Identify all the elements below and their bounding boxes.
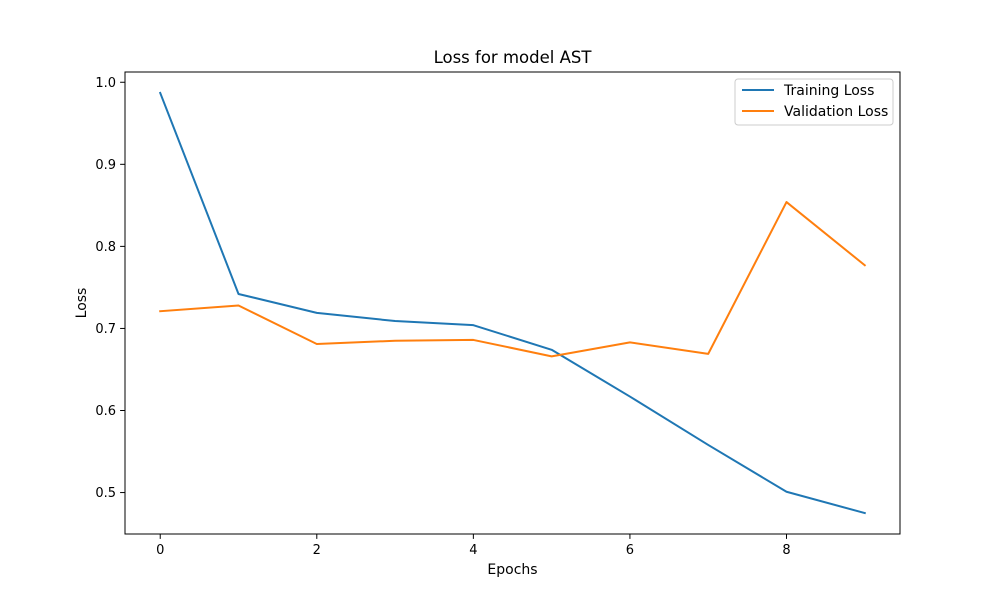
legend: Training Loss Validation Loss bbox=[734, 78, 894, 126]
plot-frame bbox=[124, 71, 901, 535]
y-tick-label: 0.6 bbox=[95, 404, 116, 419]
y-tick-label: 0.9 bbox=[95, 158, 116, 173]
y-tick-label: 0.8 bbox=[95, 240, 116, 255]
x-axis-ticks: 0 2 4 6 8 bbox=[156, 534, 791, 558]
y-tick-label: 0.5 bbox=[95, 486, 116, 501]
y-tick-label: 0.7 bbox=[95, 322, 116, 337]
x-tick-label: 6 bbox=[626, 543, 634, 558]
series-line-training-loss bbox=[158, 91, 866, 515]
chart-title: Loss for model AST bbox=[434, 48, 593, 67]
legend-frame bbox=[734, 78, 894, 126]
series-line-validation-loss bbox=[159, 201, 867, 358]
plot-area bbox=[125, 72, 900, 534]
series-layer bbox=[158, 91, 867, 515]
y-axis-ticks: 0.5 0.6 0.7 0.8 0.9 1.0 bbox=[95, 76, 125, 501]
legend-label-validation-loss: Validation Loss bbox=[784, 104, 888, 120]
x-tick-label: 2 bbox=[313, 543, 321, 558]
y-tick-label: 1.0 bbox=[95, 76, 116, 91]
legend-label-training-loss: Training Loss bbox=[783, 83, 874, 99]
x-axis-label: Epochs bbox=[487, 562, 537, 578]
x-tick-label: 8 bbox=[782, 543, 790, 558]
x-tick-label: 4 bbox=[469, 543, 477, 558]
x-tick-label: 0 bbox=[156, 543, 164, 558]
y-axis-label: Loss bbox=[74, 288, 90, 319]
